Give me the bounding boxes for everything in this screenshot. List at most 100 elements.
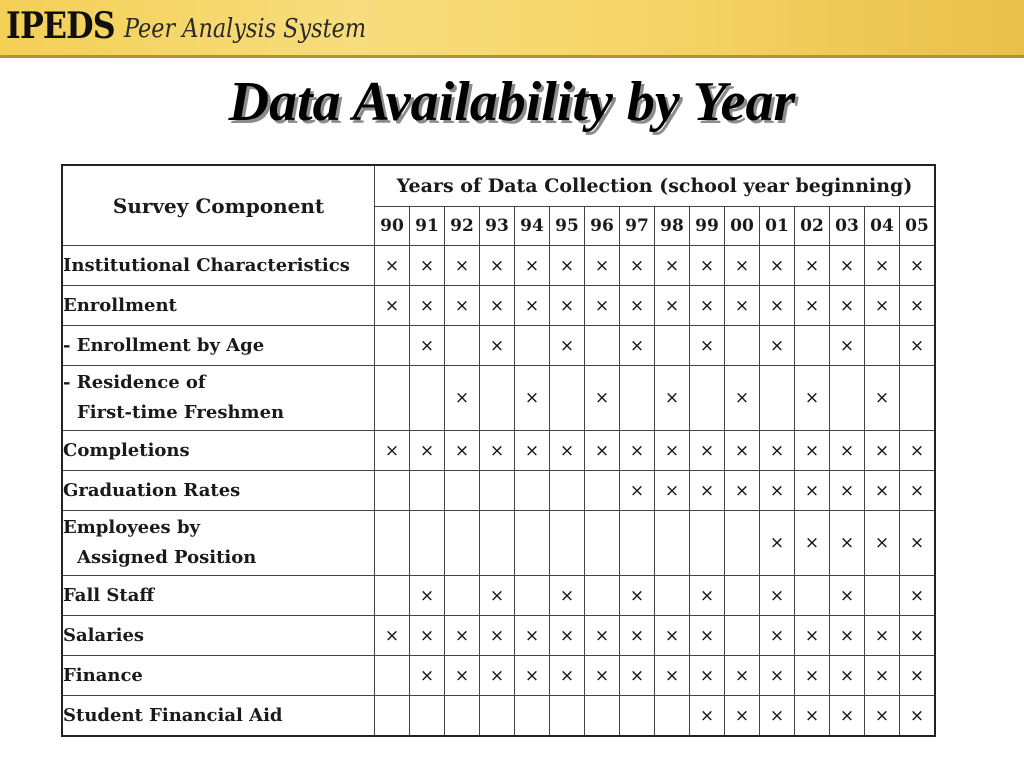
year-header-94: 94 [514, 206, 550, 246]
availability-mark: × [479, 575, 515, 616]
availability-mark: × [759, 325, 795, 366]
empty-cell [724, 615, 760, 656]
empty-cell [549, 470, 585, 511]
availability-mark: × [374, 245, 410, 286]
table-row: Student Financial Aid × × × × × × × [61, 695, 936, 737]
availability-mark: × [374, 285, 410, 326]
availability-mark: × [864, 245, 900, 286]
availability-mark: × [899, 470, 936, 511]
availability-mark: × [689, 245, 725, 286]
availability-mark: × [829, 510, 865, 576]
empty-cell [654, 325, 690, 366]
availability-mark: × [584, 430, 620, 471]
availability-mark: × [549, 285, 585, 326]
empty-cell [409, 695, 445, 737]
availability-mark: × [899, 575, 936, 616]
table-row: Enrollment × × × × × × × × × × × × × × × × [61, 285, 936, 326]
component-label-line1: Employees by [63, 517, 201, 538]
availability-mark: × [479, 655, 515, 696]
availability-mark: × [864, 470, 900, 511]
empty-cell [514, 695, 550, 737]
empty-cell [374, 575, 410, 616]
component-label: Student Financial Aid [61, 695, 375, 737]
availability-mark: × [689, 285, 725, 326]
empty-cell [549, 365, 585, 431]
empty-cell [864, 325, 900, 366]
availability-mark: × [759, 245, 795, 286]
empty-cell [654, 575, 690, 616]
availability-mark: × [794, 285, 830, 326]
empty-cell [444, 695, 480, 737]
empty-cell [514, 575, 550, 616]
table-row: Finance × × × × × × × × × × × × × × × [61, 655, 936, 696]
availability-mark: × [899, 655, 936, 696]
availability-mark: × [864, 285, 900, 326]
empty-cell [794, 325, 830, 366]
availability-mark: × [374, 615, 410, 656]
empty-cell [619, 365, 655, 431]
availability-mark: × [514, 285, 550, 326]
availability-mark: × [829, 470, 865, 511]
availability-mark: × [514, 615, 550, 656]
empty-cell [689, 365, 725, 431]
availability-mark: × [654, 285, 690, 326]
availability-mark: × [654, 615, 690, 656]
availability-mark: × [654, 470, 690, 511]
availability-mark: × [619, 615, 655, 656]
header-banner: IPEDS Peer Analysis System [0, 0, 1024, 58]
availability-mark: × [724, 245, 760, 286]
year-header-98: 98 [654, 206, 690, 246]
empty-cell [514, 470, 550, 511]
year-header-97: 97 [619, 206, 655, 246]
availability-mark: × [829, 615, 865, 656]
component-label: Salaries [61, 615, 375, 656]
empty-cell [549, 695, 585, 737]
component-label-line2: First-time Freshmen [77, 402, 285, 423]
component-label: Institutional Characteristics [61, 245, 375, 286]
year-header-90: 90 [374, 206, 410, 246]
availability-mark: × [864, 365, 900, 431]
availability-mark: × [654, 655, 690, 696]
empty-cell [479, 470, 515, 511]
availability-mark: × [724, 655, 760, 696]
availability-mark: × [899, 615, 936, 656]
availability-mark: × [759, 575, 795, 616]
availability-mark: × [619, 575, 655, 616]
availability-mark: × [794, 695, 830, 737]
empty-cell [724, 325, 760, 366]
availability-mark: × [409, 615, 445, 656]
empty-cell [444, 325, 480, 366]
availability-mark: × [759, 285, 795, 326]
empty-cell [584, 575, 620, 616]
empty-cell [794, 575, 830, 616]
availability-mark: × [794, 655, 830, 696]
availability-mark: × [794, 615, 830, 656]
year-header-05: 05 [899, 206, 936, 246]
empty-cell [584, 470, 620, 511]
empty-cell [619, 510, 655, 576]
component-label-line1: Finance [63, 664, 143, 686]
year-header-02: 02 [794, 206, 830, 246]
availability-mark: × [444, 655, 480, 696]
availability-mark: × [619, 470, 655, 511]
component-label-line1: - Residence of [63, 372, 206, 393]
year-header-03: 03 [829, 206, 865, 246]
availability-mark: × [794, 430, 830, 471]
availability-mark: × [584, 285, 620, 326]
availability-mark: × [899, 245, 936, 286]
availability-mark: × [724, 365, 760, 431]
availability-mark: × [899, 510, 936, 576]
component-label-line1: Graduation Rates [63, 479, 241, 501]
table-row: Fall Staff × × × × × × × × [61, 575, 936, 616]
availability-mark: × [584, 365, 620, 431]
availability-mark: × [479, 615, 515, 656]
system-name: Peer Analysis System [124, 14, 367, 44]
component-label-line1: Fall Staff [63, 584, 155, 606]
availability-mark: × [479, 325, 515, 366]
empty-cell [409, 510, 445, 576]
availability-mark: × [514, 655, 550, 696]
empty-cell [654, 510, 690, 576]
availability-mark: × [794, 245, 830, 286]
availability-mark: × [654, 365, 690, 431]
availability-mark: × [619, 655, 655, 696]
